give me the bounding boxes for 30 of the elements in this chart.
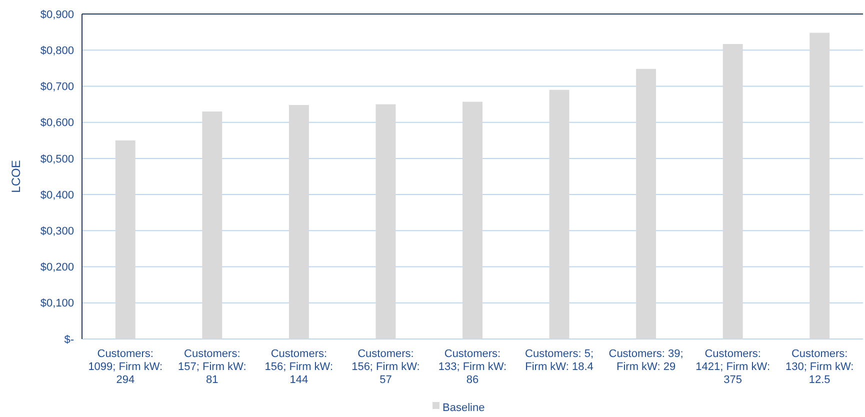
y-tick-label: $0,800 xyxy=(40,44,74,57)
y-tick-label: $0,300 xyxy=(40,226,74,238)
bar xyxy=(636,68,656,339)
x-tick-label: Customers: 1421; Firm kW: 375 xyxy=(696,348,770,386)
x-tick-label: Customers: 156; Firm kW: 57 xyxy=(352,348,420,386)
x-tick-label: Customers: 133; Firm kW: 86 xyxy=(438,348,507,386)
y-tick-label: $0,400 xyxy=(40,189,74,202)
y-tick-label: $- xyxy=(64,334,74,346)
bar xyxy=(202,112,222,339)
bar xyxy=(288,105,309,339)
x-tick-label: Customers: 1099; Firm kW: 294 xyxy=(88,348,163,386)
bar xyxy=(376,104,396,339)
legend-label: Baseline xyxy=(442,402,485,414)
x-tick-label: Customers: 39; Firm kW: 29 xyxy=(608,348,684,373)
y-tick-label: $0,500 xyxy=(40,153,74,166)
bar xyxy=(549,90,570,339)
x-tick-label: Customers: 156; Firm kW: 144 xyxy=(264,348,334,386)
bar xyxy=(810,32,830,339)
x-tick-label: Customers: 5; Firm kW: 18.4 xyxy=(525,348,594,373)
bar xyxy=(722,44,743,339)
x-tick-label: Customers: 130; Firm kW: 12.5 xyxy=(785,348,854,386)
y-tick-label: $0,900 xyxy=(40,8,74,21)
bar xyxy=(115,140,136,339)
y-tick-label: $0,700 xyxy=(40,81,74,94)
y-tick-label: $0,100 xyxy=(40,298,74,310)
bar xyxy=(462,102,482,339)
x-tick-label: Customers: 157; Firm kW: 81 xyxy=(178,348,246,386)
y-tick-label: $0,200 xyxy=(40,262,74,274)
y-tick-label: $0,600 xyxy=(40,117,74,130)
y-axis-title: LCOE xyxy=(9,160,23,193)
